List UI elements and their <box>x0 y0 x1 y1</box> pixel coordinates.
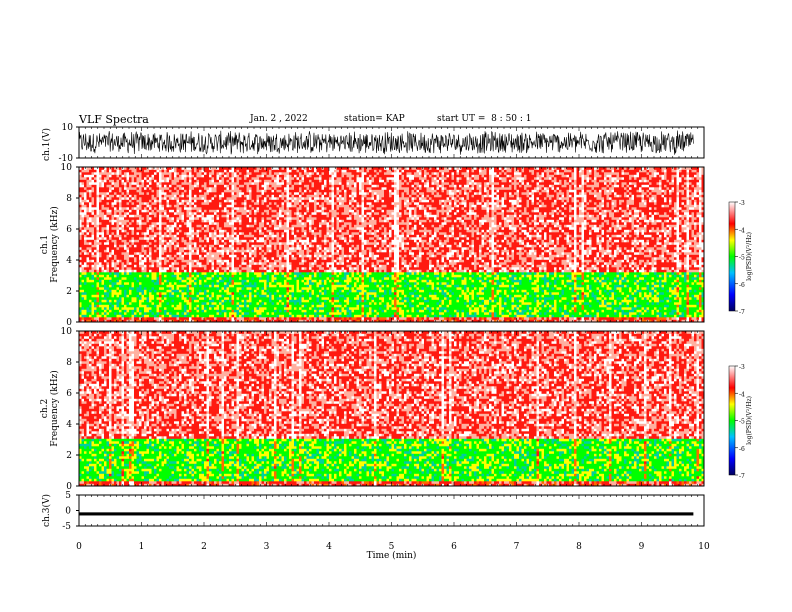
colorbar-tick-label: -5 <box>739 255 745 262</box>
ch1-spectrogram <box>79 167 705 323</box>
ch1-ylabel: ch.1(V) <box>41 128 52 161</box>
y-tick-label: 2 <box>66 287 72 297</box>
y-tick-label: 0 <box>66 318 72 328</box>
colorbar-label: log(PSD)(V²/Hz) <box>746 232 753 281</box>
colorbar-tick-label: -7 <box>739 473 745 480</box>
ch3-trace <box>79 512 694 516</box>
x-tick-label: 8 <box>576 542 582 552</box>
y-tick-label: 10 <box>61 163 73 173</box>
y-tick-label: 6 <box>66 389 72 399</box>
x-axis-label: Time (min) <box>367 550 417 561</box>
x-tick-label: 2 <box>201 542 207 552</box>
colorbar-tick-label: -7 <box>739 309 745 316</box>
x-tick-label: 7 <box>514 542 520 552</box>
ch3-ylabel: ch.3(V) <box>41 494 52 527</box>
y-tick-label: 0 <box>65 507 71 517</box>
ch1-waveform <box>78 130 694 155</box>
station-label: station= KAP <box>344 114 405 124</box>
panel-4-frame <box>78 494 705 527</box>
y-tick-label: 8 <box>66 194 72 204</box>
y-tick-label: -10 <box>59 154 74 164</box>
colorbar-tick-label: -4 <box>739 227 745 234</box>
colorbar-tick-label: -6 <box>739 446 745 453</box>
colorbar-tick-label: -3 <box>739 200 745 207</box>
ch2-colorbar <box>728 365 736 476</box>
x-tick-label: 1 <box>139 542 145 552</box>
ch2-ylabel: ch.2Frequency (kHz) <box>40 370 60 447</box>
colorbar-tick-label: -4 <box>739 391 745 398</box>
x-tick-label: 4 <box>326 542 332 552</box>
colorbar-tick-label: -5 <box>739 419 745 426</box>
y-tick-label: -5 <box>62 522 71 532</box>
ch1-colorbar <box>728 201 736 312</box>
x-tick-label: 5 <box>389 542 395 552</box>
y-tick-label: 10 <box>62 123 74 133</box>
x-tick-label: 9 <box>639 542 645 552</box>
ch1-ylabel: ch.1Frequency (kHz) <box>40 206 60 283</box>
colorbar-tick-label: -6 <box>739 282 745 289</box>
start-time-label: start UT = 8 : 50 : 1 <box>437 114 532 124</box>
chart-title: VLF Spectra <box>79 113 149 126</box>
y-tick-label: 10 <box>61 327 73 337</box>
x-tick-label: 10 <box>698 542 710 552</box>
y-tick-label: 4 <box>66 420 72 430</box>
y-tick-label: 2 <box>66 451 72 461</box>
y-tick-label: 6 <box>66 225 72 235</box>
y-tick-label: 0 <box>66 482 72 492</box>
colorbar-label: log(PSD)(V²/Hz) <box>746 396 753 445</box>
x-tick-label: 0 <box>76 542 82 552</box>
colorbar-tick-label: -3 <box>739 364 745 371</box>
x-tick-label: 3 <box>264 542 270 552</box>
y-tick-label: 8 <box>66 358 72 368</box>
y-tick-label: 5 <box>65 491 71 501</box>
date-label: Jan. 2 , 2022 <box>250 114 308 124</box>
ch2-spectrogram <box>79 331 705 487</box>
y-tick-label: 4 <box>66 256 72 266</box>
x-tick-label: 6 <box>451 542 457 552</box>
